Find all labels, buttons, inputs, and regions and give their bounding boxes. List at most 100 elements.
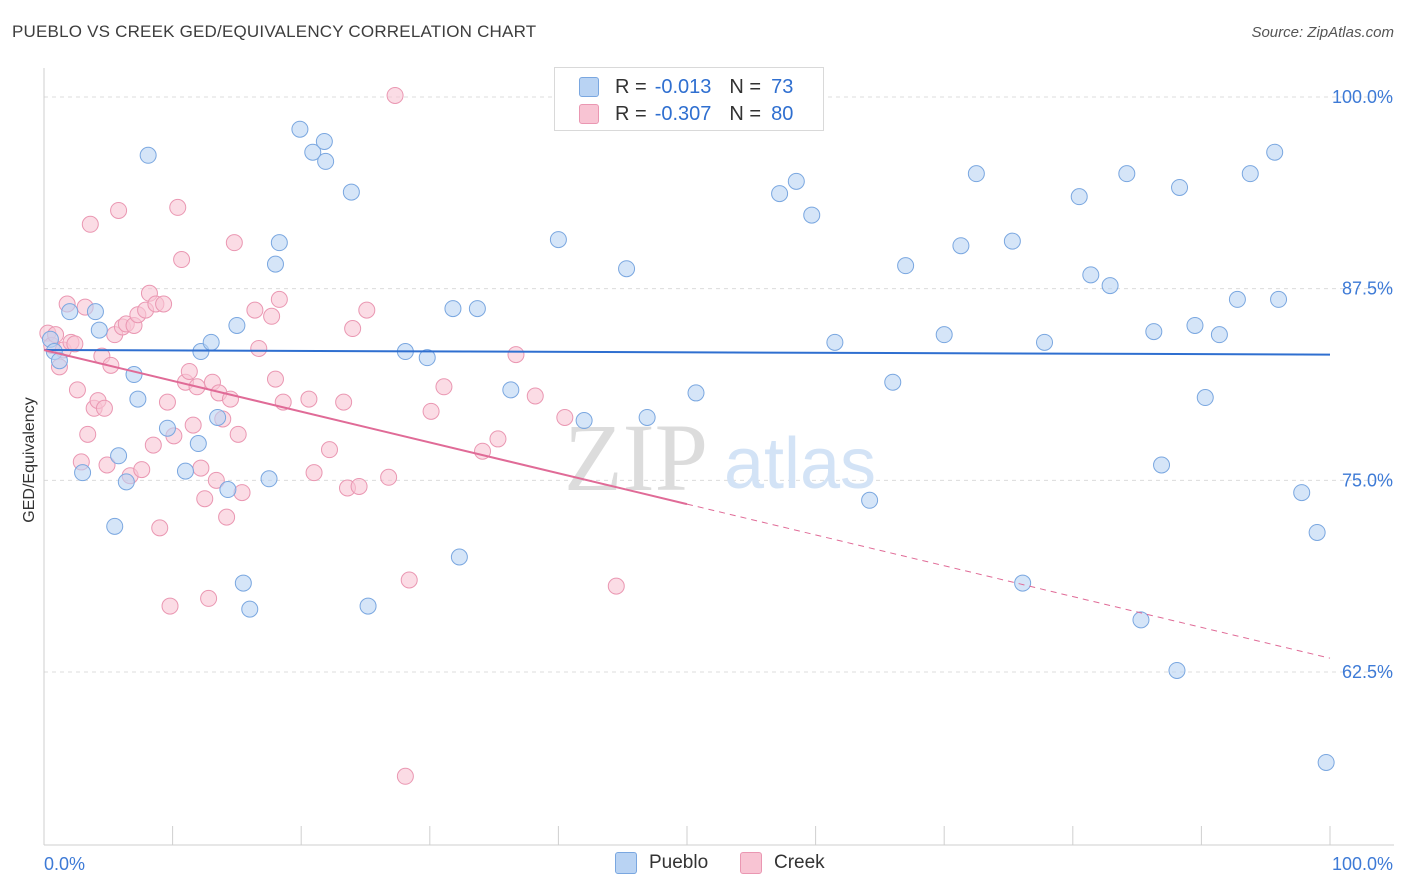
pueblo-point bbox=[1171, 178, 1189, 196]
creek-point bbox=[161, 597, 179, 615]
creek-point bbox=[526, 387, 544, 405]
legend-label-creek: Creek bbox=[774, 852, 825, 873]
y-tick-label: 87.5% bbox=[1342, 279, 1393, 299]
creek-swatch bbox=[579, 104, 599, 124]
pueblo-point bbox=[270, 234, 288, 252]
pueblo-point bbox=[1014, 574, 1032, 592]
pueblo-point bbox=[1132, 611, 1150, 629]
pueblo-point bbox=[618, 260, 636, 278]
creek-point bbox=[184, 416, 202, 434]
pueblo-points bbox=[41, 120, 1335, 771]
n-label: N = bbox=[729, 102, 762, 125]
creek-point bbox=[435, 378, 453, 396]
r-label: R = bbox=[615, 102, 647, 125]
creek-legend-swatch bbox=[740, 852, 762, 874]
creek-point bbox=[180, 362, 198, 380]
creek-point bbox=[246, 301, 264, 319]
y-tick-label: 75.0% bbox=[1342, 470, 1393, 490]
creek-point bbox=[229, 425, 247, 443]
pueblo-point bbox=[342, 183, 360, 201]
creek-point bbox=[233, 484, 251, 502]
pueblo-point bbox=[444, 300, 462, 318]
creek-point bbox=[192, 459, 210, 477]
pueblo-point bbox=[787, 172, 805, 190]
creek-point bbox=[305, 464, 323, 482]
pueblo-point bbox=[315, 132, 333, 150]
creek-point bbox=[344, 320, 362, 338]
pueblo-point bbox=[502, 381, 520, 399]
creek-point bbox=[358, 301, 376, 319]
x-tick-label: 100.0% bbox=[1332, 854, 1393, 874]
creek-point bbox=[110, 201, 128, 219]
creek-point bbox=[144, 436, 162, 454]
pueblo-point bbox=[139, 146, 157, 164]
pueblo-point bbox=[1241, 165, 1259, 183]
creek-point bbox=[422, 402, 440, 420]
creek-point bbox=[250, 339, 268, 357]
creek-point bbox=[380, 468, 398, 486]
pueblo-point bbox=[129, 390, 147, 408]
legend-item-creek[interactable]: Creek bbox=[740, 852, 825, 874]
pueblo-point bbox=[359, 597, 377, 615]
creek-point bbox=[400, 571, 418, 589]
y-tick-label: 100.0% bbox=[1332, 87, 1393, 107]
watermark: ZIP atlas bbox=[564, 404, 876, 511]
pueblo-point bbox=[1270, 290, 1288, 308]
creek-point bbox=[151, 519, 169, 537]
pueblo-point bbox=[189, 435, 207, 453]
r-label: R = bbox=[615, 75, 647, 98]
pueblo-point bbox=[549, 231, 567, 249]
creek-point bbox=[66, 335, 84, 353]
pueblo-point bbox=[234, 574, 252, 592]
trend-lines bbox=[43, 349, 1331, 659]
pueblo-point bbox=[74, 464, 92, 482]
creek-point bbox=[155, 295, 173, 313]
pueblo-point bbox=[90, 321, 108, 339]
creek-point bbox=[263, 307, 281, 325]
creek-point bbox=[158, 393, 176, 411]
pueblo-point bbox=[861, 491, 879, 509]
pueblo-point bbox=[1308, 523, 1326, 541]
r-value: -0.013 bbox=[654, 75, 712, 98]
pueblo-point bbox=[202, 333, 220, 351]
pueblo-point bbox=[266, 255, 284, 273]
pueblo-point bbox=[317, 152, 335, 170]
creek-point bbox=[133, 461, 151, 479]
creek-point bbox=[556, 408, 574, 426]
y-tick-labels: 100.0% 87.5% 75.0% 62.5% bbox=[1332, 87, 1393, 682]
pueblo-point bbox=[219, 481, 237, 499]
stats-legend: R = -0.013 N = 73 R = -0.307 N = 80 bbox=[554, 67, 824, 131]
pueblo-point bbox=[291, 120, 309, 138]
n-value: 73 bbox=[771, 75, 794, 98]
pueblo-point bbox=[803, 206, 821, 224]
creek-point bbox=[270, 290, 288, 308]
pueblo-point bbox=[1196, 389, 1214, 407]
pueblo-point bbox=[304, 143, 322, 161]
creek-trend-line bbox=[43, 349, 688, 506]
creek-points bbox=[39, 86, 625, 785]
series-legend: Pueblo Creek bbox=[0, 852, 1406, 878]
pueblo-point bbox=[228, 316, 246, 334]
pueblo-point bbox=[468, 300, 486, 318]
creek-point bbox=[386, 86, 404, 104]
pueblo-point bbox=[826, 333, 844, 351]
creek-point bbox=[300, 390, 318, 408]
pueblo-point bbox=[1145, 323, 1163, 341]
pueblo-point bbox=[1118, 165, 1136, 183]
creek-point bbox=[173, 251, 191, 269]
pueblo-point bbox=[418, 349, 436, 367]
pueblo-point bbox=[1266, 143, 1284, 161]
legend-item-pueblo[interactable]: Pueblo bbox=[615, 852, 708, 874]
creek-point bbox=[98, 456, 116, 474]
pueblo-point bbox=[1082, 266, 1100, 284]
pueblo-point bbox=[638, 408, 656, 426]
pueblo-point bbox=[61, 303, 79, 321]
pueblo-trend-line bbox=[43, 349, 1331, 356]
n-value: 80 bbox=[771, 102, 794, 125]
pueblo-point bbox=[967, 165, 985, 183]
pueblo-point bbox=[771, 185, 789, 203]
r-value: -0.307 bbox=[654, 102, 712, 125]
creek-point bbox=[266, 370, 284, 388]
pueblo-point bbox=[935, 326, 953, 344]
